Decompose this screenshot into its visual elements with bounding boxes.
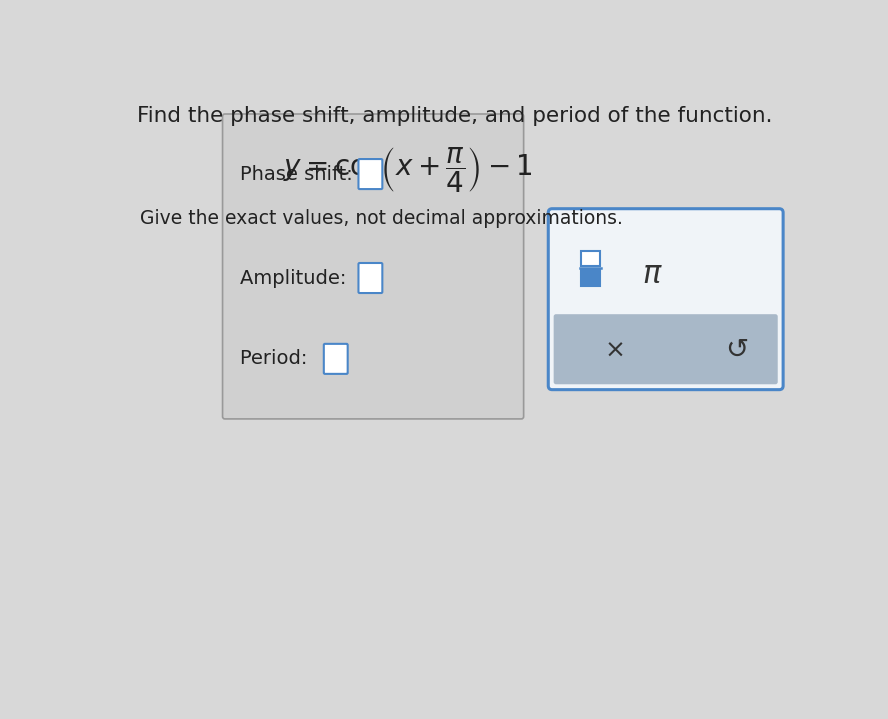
Text: $\pi$: $\pi$ [642,260,662,288]
Text: Period:: Period: [241,349,313,368]
Text: Phase shift:: Phase shift: [241,165,360,183]
FancyBboxPatch shape [359,159,383,189]
Text: $y= \cos\!\left(x+\dfrac{\pi}{4}\right)-1$: $y= \cos\!\left(x+\dfrac{\pi}{4}\right)-… [282,145,532,195]
FancyBboxPatch shape [223,114,524,419]
Text: ↺: ↺ [725,336,749,364]
FancyBboxPatch shape [548,209,783,390]
FancyBboxPatch shape [324,344,348,374]
FancyBboxPatch shape [359,263,383,293]
FancyBboxPatch shape [553,314,778,384]
Text: Find the phase shift, amplitude, and period of the function.: Find the phase shift, amplitude, and per… [138,106,773,127]
Text: Give the exact values, not decimal approximations.: Give the exact values, not decimal appro… [140,209,623,228]
Text: $\times$: $\times$ [604,338,623,362]
FancyBboxPatch shape [582,251,600,267]
Text: Amplitude:: Amplitude: [241,268,353,288]
FancyBboxPatch shape [582,270,600,285]
